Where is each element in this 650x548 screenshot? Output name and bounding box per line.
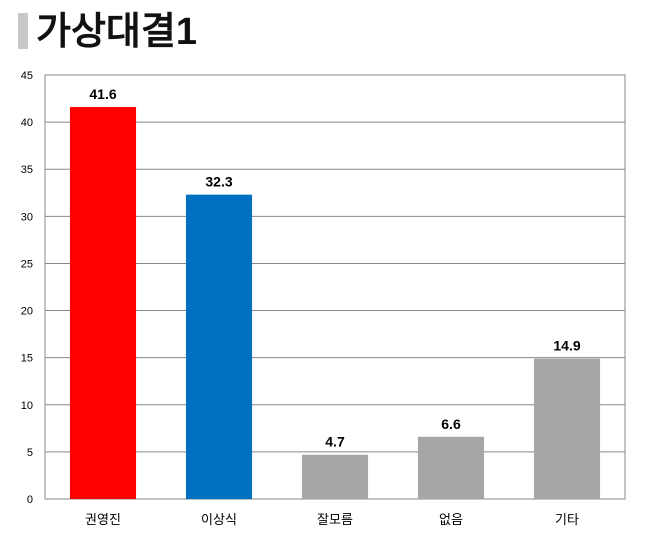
x-tick-label: 잘모름 (317, 512, 353, 527)
x-tick-label: 없음 (439, 512, 463, 527)
x-tick-label: 권영진 (85, 512, 121, 527)
chart-title: 가상대결1 (36, 11, 197, 53)
y-tick-label: 30 (21, 211, 33, 223)
value-label: 14.9 (553, 338, 580, 354)
x-tick-label: 이상식 (201, 512, 237, 527)
y-tick-label: 20 (21, 306, 33, 318)
title-accent (18, 13, 28, 49)
y-tick-label: 15 (21, 353, 33, 365)
y-tick-label: 40 (21, 117, 33, 129)
bar (185, 194, 253, 499)
value-label: 41.6 (89, 86, 116, 102)
y-tick-label: 5 (27, 447, 33, 459)
value-label: 4.7 (325, 434, 345, 450)
y-tick-label: 0 (27, 494, 33, 506)
y-tick-label: 35 (21, 164, 33, 176)
bar (69, 107, 137, 499)
value-label: 6.6 (441, 416, 461, 432)
x-tick-label: 기타 (555, 512, 579, 527)
y-tick-label: 10 (21, 400, 33, 412)
value-label: 32.3 (205, 174, 232, 190)
y-tick-label: 45 (21, 70, 33, 82)
bar (301, 454, 369, 499)
y-tick-label: 25 (21, 258, 33, 270)
bar (417, 436, 485, 499)
bar (533, 358, 601, 499)
